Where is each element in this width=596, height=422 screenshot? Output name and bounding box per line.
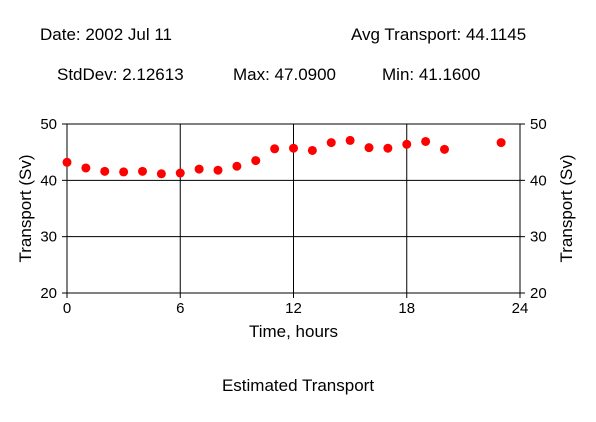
data-point [62,157,72,167]
data-point [138,166,147,176]
y-axis-label-right: Transport (Sv) [557,154,576,262]
min-label: Min: 41.1600 [382,65,481,84]
data-point [81,163,91,173]
data-point [421,136,431,146]
data-point [307,145,317,155]
x-tick-label: 0 [63,300,71,317]
y-tick-label-right: 40 [530,172,547,189]
chart-caption: Estimated Transport [221,376,375,395]
date-label: Date: 2002 Jul 11 [40,25,172,44]
max-label: Max: 47.0900 [233,65,337,84]
y-tick-label-left: 20 [40,285,57,302]
x-tick-label: 18 [398,300,415,317]
y-tick-label-right: 50 [530,116,547,133]
data-point [326,138,336,148]
data-point [251,156,261,166]
data-point [194,164,204,174]
data-point [156,169,166,179]
data-point [402,139,412,149]
data-point [440,144,449,154]
data-points [62,135,506,179]
data-point [496,138,506,148]
data-point [175,168,185,178]
avg-transport-label: Avg Transport: 44.1145 [351,25,527,44]
y-axis-label-left: Transport (Sv) [16,154,35,262]
y-tick-label-right: 20 [530,285,547,302]
x-tick-label: 12 [285,300,302,317]
data-point [289,143,298,153]
x-tick-label: 6 [176,300,184,317]
y-tick-label-left: 30 [40,229,57,246]
data-point [364,143,374,153]
y-tick-label-right: 30 [530,229,547,246]
axis-ticks [62,123,525,298]
data-point [270,144,280,154]
stddev-label: StdDev: 2.12613 [57,65,184,84]
data-point [383,143,393,153]
data-point [119,167,129,177]
data-point [345,135,355,145]
data-point [213,165,223,175]
x-axis-label: Time, hours [249,322,338,341]
y-tick-label-left: 40 [40,172,57,189]
data-point [232,161,242,171]
x-tick-label: 24 [512,300,529,317]
data-point [100,166,110,176]
y-tick-label-left: 50 [40,116,57,133]
